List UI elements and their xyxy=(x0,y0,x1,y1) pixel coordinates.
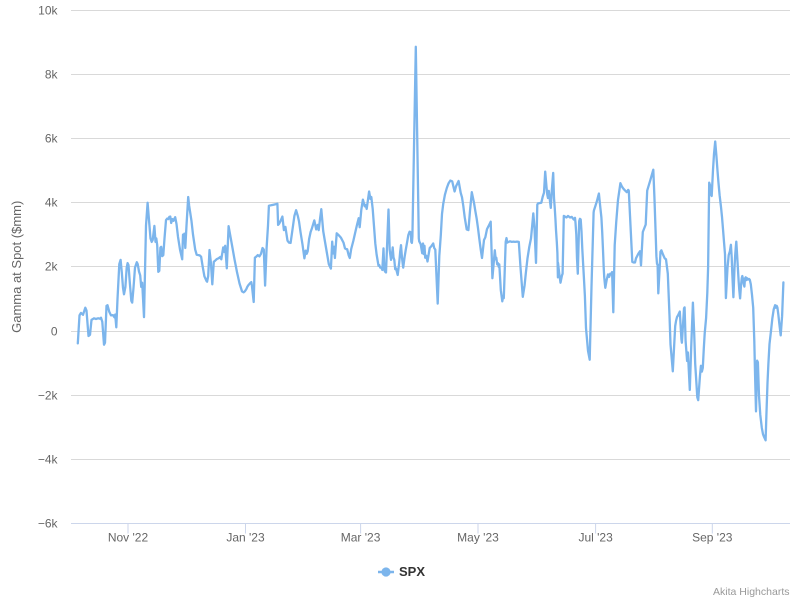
svg-text:8k: 8k xyxy=(45,68,59,82)
svg-text:Akita Highcharts: Akita Highcharts xyxy=(713,586,789,598)
svg-text:10k: 10k xyxy=(38,4,58,18)
svg-text:May '23: May '23 xyxy=(457,531,499,545)
svg-text:SPX: SPX xyxy=(399,564,425,579)
svg-text:2k: 2k xyxy=(45,260,59,274)
svg-text:−4k: −4k xyxy=(38,453,59,467)
svg-text:Jan '23: Jan '23 xyxy=(226,531,265,545)
svg-text:6k: 6k xyxy=(45,132,59,146)
svg-text:4k: 4k xyxy=(45,196,59,210)
svg-text:Jul '23: Jul '23 xyxy=(578,531,613,545)
svg-text:Gamma at Spot ($mm): Gamma at Spot ($mm) xyxy=(9,201,24,333)
svg-text:Nov '22: Nov '22 xyxy=(108,531,149,545)
svg-text:−6k: −6k xyxy=(38,517,59,531)
svg-text:−2k: −2k xyxy=(38,389,59,403)
svg-text:Mar '23: Mar '23 xyxy=(341,531,381,545)
svg-text:0: 0 xyxy=(51,325,58,339)
svg-text:Sep '23: Sep '23 xyxy=(692,531,733,545)
